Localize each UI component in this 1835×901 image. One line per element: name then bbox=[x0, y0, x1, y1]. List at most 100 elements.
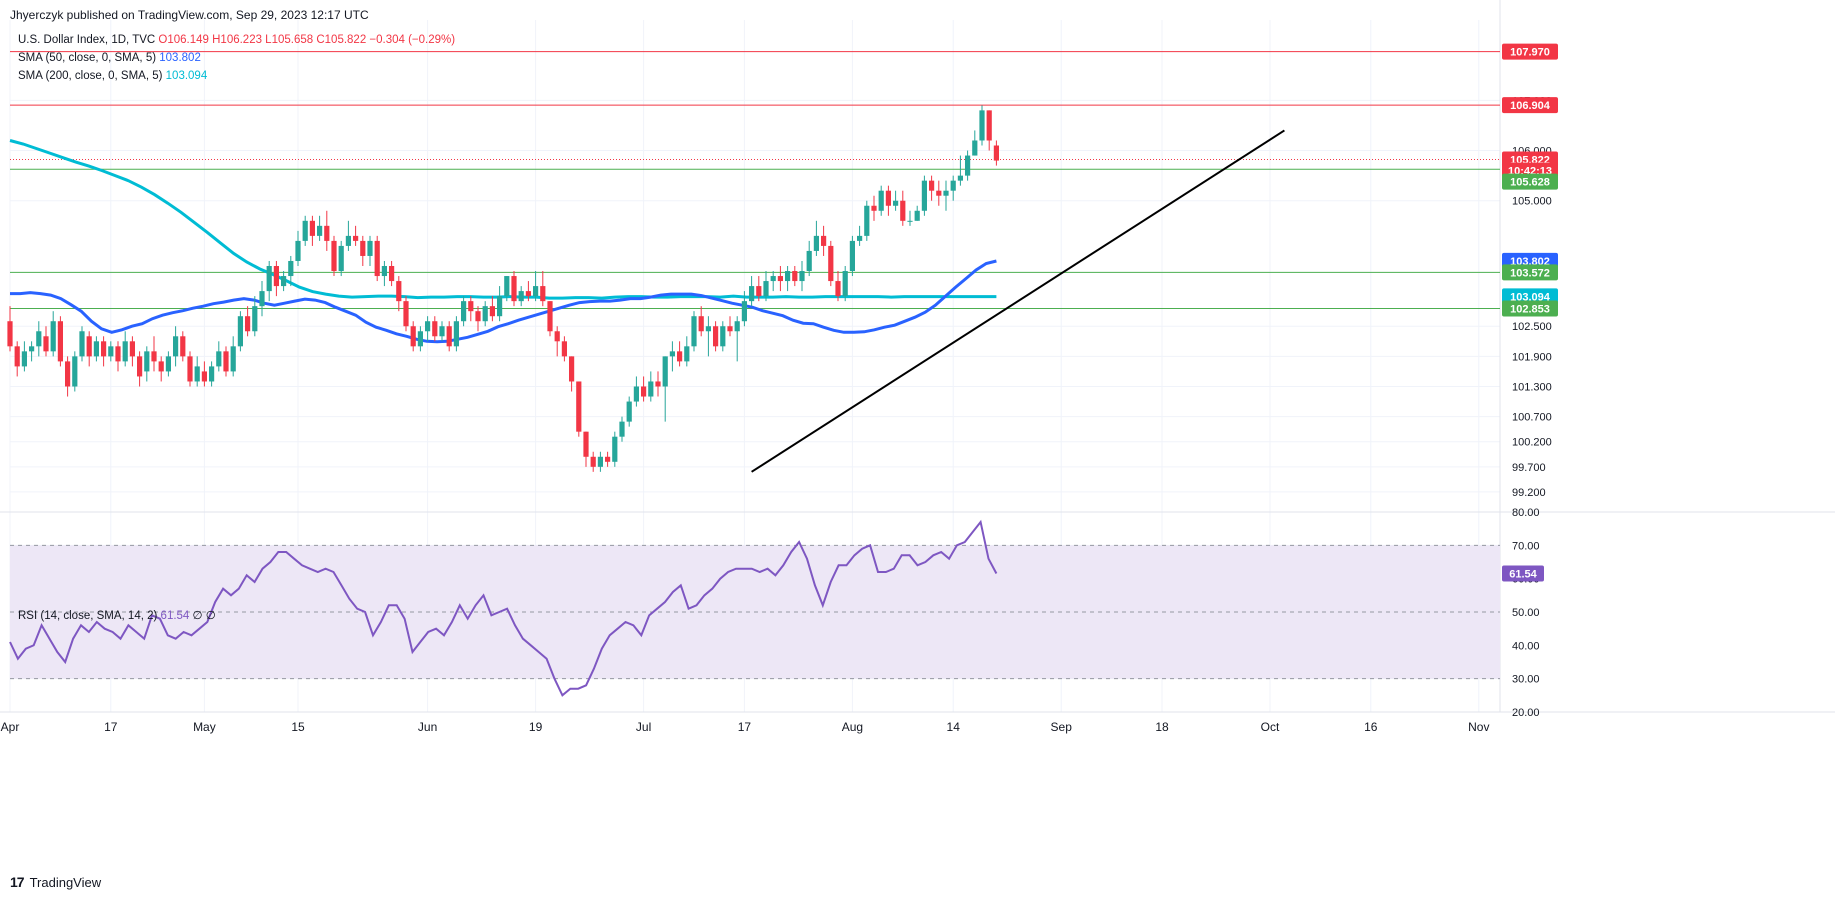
price-tick-4: 101.300 bbox=[1512, 381, 1552, 393]
candle-body-123 bbox=[893, 200, 899, 206]
rsi-value-badge-text: 61.54 bbox=[1509, 569, 1537, 581]
candle-body-77 bbox=[561, 341, 567, 357]
price-badge-7 bbox=[1502, 288, 1558, 305]
candle-body-100 bbox=[727, 326, 733, 332]
candle-body-62 bbox=[453, 321, 459, 347]
candle-body-86 bbox=[626, 401, 632, 422]
candle-body-4 bbox=[36, 331, 42, 347]
candle-body-69 bbox=[504, 276, 510, 297]
rsi-extra: ∅ ∅ bbox=[192, 610, 216, 622]
candle-body-119 bbox=[864, 205, 870, 236]
candle-body-122 bbox=[885, 190, 891, 206]
trendline[interactable] bbox=[751, 129, 1285, 473]
candle-body-112 bbox=[813, 235, 819, 251]
candle-body-101 bbox=[734, 321, 740, 332]
price-tick-0: 99.200 bbox=[1512, 487, 1546, 499]
candle-body-95 bbox=[691, 316, 697, 347]
candle-body-92 bbox=[669, 351, 675, 357]
candle-body-105 bbox=[763, 281, 769, 297]
candle-body-82 bbox=[597, 456, 603, 467]
candle-body-66 bbox=[482, 306, 488, 322]
sma50-line bbox=[10, 259, 997, 344]
candle-body-135 bbox=[979, 110, 985, 141]
candle-body-99 bbox=[720, 326, 726, 347]
candle-body-2 bbox=[21, 351, 27, 367]
candle-body-47 bbox=[345, 235, 351, 246]
candle-body-71 bbox=[518, 291, 524, 302]
rsi-band bbox=[10, 544, 1500, 680]
candle-body-124 bbox=[900, 200, 906, 221]
candle-body-65 bbox=[475, 311, 481, 322]
candle-body-21 bbox=[158, 361, 164, 372]
candle-body-41 bbox=[302, 220, 308, 241]
rsi-tick-6: 80.00 bbox=[1512, 507, 1540, 519]
price-badge-text-4: 105.628 bbox=[1510, 177, 1550, 189]
candle-body-34 bbox=[252, 306, 258, 332]
candle-body-110 bbox=[799, 271, 805, 282]
candle-body-64 bbox=[468, 301, 474, 312]
candle-body-116 bbox=[842, 271, 848, 297]
candle-body-129 bbox=[936, 190, 942, 196]
candle-body-13 bbox=[101, 341, 107, 357]
candle-body-17 bbox=[129, 341, 135, 357]
candle-body-49 bbox=[360, 240, 366, 256]
time-tick-2: May bbox=[193, 720, 216, 734]
candle-body-134 bbox=[972, 140, 978, 156]
time-tick-5: 19 bbox=[529, 720, 543, 734]
candle-body-31 bbox=[230, 346, 236, 372]
candle-body-55 bbox=[403, 301, 409, 327]
candle-body-83 bbox=[605, 456, 611, 462]
candle-body-85 bbox=[619, 421, 625, 437]
tradingview-footer[interactable]: 17 TradingView bbox=[10, 874, 101, 890]
candle-body-125 bbox=[907, 220, 913, 222]
rsi-label: RSI (14, close, SMA, 14, 2) bbox=[18, 610, 158, 622]
time-tick-14: Nov bbox=[1468, 720, 1489, 734]
candle-body-35 bbox=[259, 291, 265, 307]
rsi-line bbox=[9, 519, 998, 697]
candle-body-11 bbox=[86, 336, 92, 357]
candle-body-53 bbox=[389, 266, 395, 282]
horizontal-levels[interactable] bbox=[10, 51, 1500, 310]
symbol-label: U.S. Dollar Index, 1D, TVC bbox=[18, 34, 156, 46]
sma200-line bbox=[9, 139, 997, 300]
ohlc-values: O106.149 H106.223 L105.658 C105.822 −0.3… bbox=[158, 34, 456, 46]
candle-body-102 bbox=[741, 301, 747, 322]
candle-body-3 bbox=[29, 346, 35, 352]
candle-body-81 bbox=[590, 456, 596, 467]
price-badge-0 bbox=[1502, 43, 1558, 60]
candle-body-70 bbox=[511, 276, 517, 302]
candle-body-24 bbox=[180, 336, 186, 357]
published-line: Jhyerczyk published on TradingView.com, … bbox=[10, 8, 369, 22]
candle-body-120 bbox=[871, 205, 877, 211]
candle-body-16 bbox=[122, 341, 128, 362]
candle-body-56 bbox=[410, 326, 416, 347]
price-badge-6 bbox=[1502, 264, 1558, 281]
candle-body-75 bbox=[547, 301, 553, 332]
time-tick-0: Apr bbox=[1, 720, 20, 734]
candle-body-44 bbox=[324, 225, 330, 241]
sma50-legend[interactable]: SMA (50, close, 0, SMA, 5) 103.802 bbox=[18, 52, 201, 64]
candle-body-61 bbox=[446, 326, 452, 347]
candle-body-118 bbox=[857, 235, 863, 241]
candle-body-54 bbox=[396, 281, 402, 302]
candle-body-48 bbox=[353, 235, 359, 241]
ohlc-legend[interactable]: U.S. Dollar Index, 1D, TVC O106.149 H106… bbox=[18, 34, 455, 46]
sma200-legend[interactable]: SMA (200, close, 0, SMA, 5) 103.094 bbox=[18, 70, 207, 82]
time-tick-4: Jun bbox=[418, 720, 437, 734]
candle-body-133 bbox=[965, 155, 971, 176]
sma50-label: SMA (50, close, 0, SMA, 5) bbox=[18, 52, 157, 64]
price-tick-2: 100.200 bbox=[1512, 437, 1552, 449]
rsi-legend[interactable]: RSI (14, close, SMA, 14, 2) 61.54 ∅ ∅ bbox=[18, 608, 216, 622]
price-tick-1: 99.700 bbox=[1512, 462, 1546, 474]
price-tick-6: 102.500 bbox=[1512, 321, 1552, 333]
candle-body-37 bbox=[273, 266, 279, 287]
candle-body-15 bbox=[115, 346, 121, 362]
candle-body-128 bbox=[929, 180, 935, 191]
candle-body-20 bbox=[151, 351, 157, 362]
candle-body-114 bbox=[828, 245, 834, 282]
price-tick-5: 101.900 bbox=[1512, 351, 1552, 363]
candle-body-46 bbox=[338, 245, 344, 272]
tradingview-logo-icon: 17 bbox=[10, 874, 25, 890]
candle-body-59 bbox=[432, 321, 438, 337]
